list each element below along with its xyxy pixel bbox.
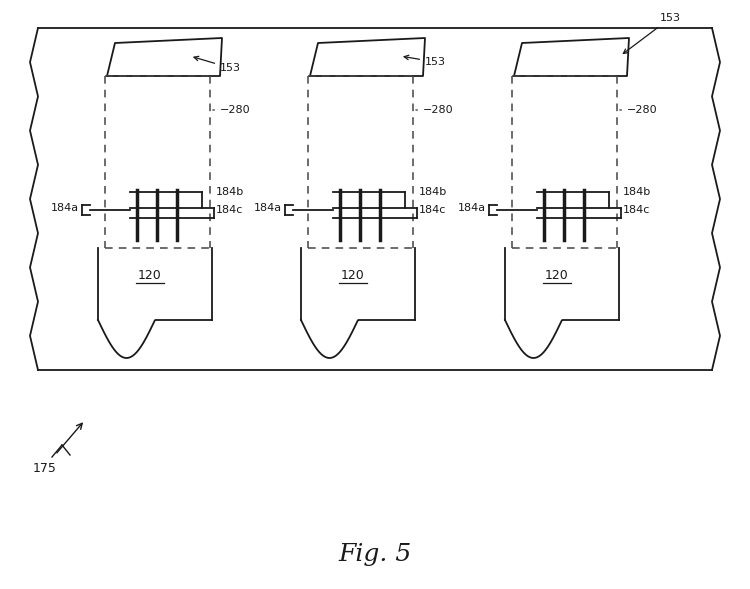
Text: 153: 153	[404, 55, 446, 67]
Text: −280: −280	[620, 105, 658, 115]
Text: 153: 153	[194, 57, 241, 73]
Text: −280: −280	[416, 105, 454, 115]
Text: 184a: 184a	[51, 203, 79, 213]
Text: 120: 120	[341, 269, 365, 282]
Text: 175: 175	[33, 462, 57, 475]
Text: 184b: 184b	[216, 187, 244, 197]
Text: 184c: 184c	[623, 205, 650, 215]
Text: Fig. 5: Fig. 5	[338, 544, 412, 567]
Text: 184c: 184c	[419, 205, 446, 215]
Text: 153: 153	[623, 13, 681, 54]
Text: 184b: 184b	[419, 187, 447, 197]
Text: −280: −280	[213, 105, 250, 115]
Text: 120: 120	[138, 269, 162, 282]
Text: 120: 120	[545, 269, 568, 282]
Text: 184c: 184c	[216, 205, 243, 215]
Text: 184a: 184a	[458, 203, 486, 213]
Text: 184a: 184a	[254, 203, 282, 213]
Text: 184b: 184b	[623, 187, 651, 197]
